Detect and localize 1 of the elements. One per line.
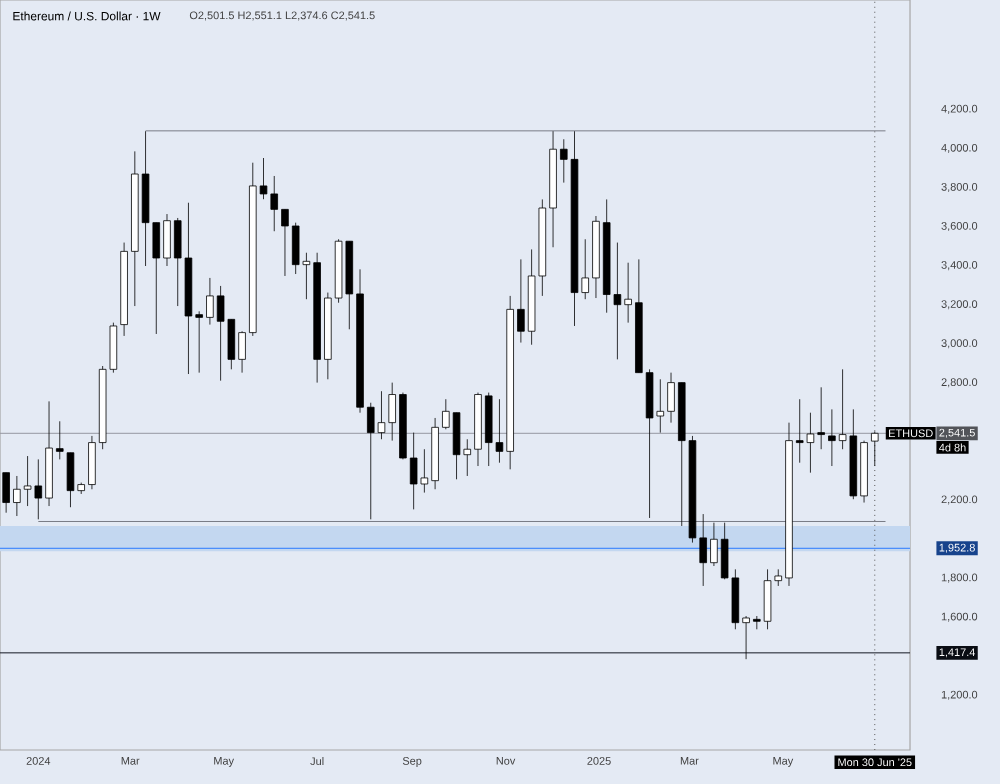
candlestick (871, 431, 879, 467)
